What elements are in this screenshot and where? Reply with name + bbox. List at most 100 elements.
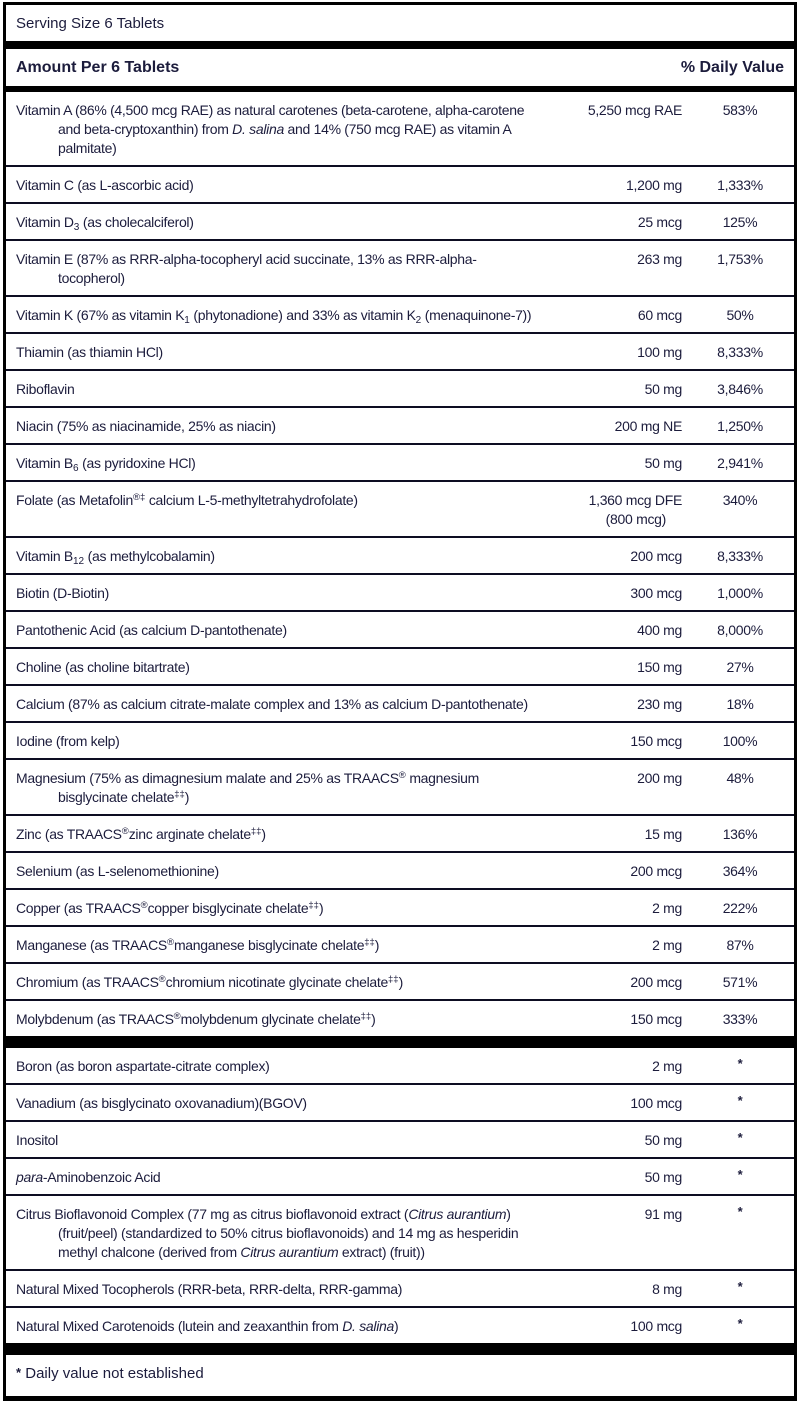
nutrient-amount: 200 mcg	[630, 548, 682, 564]
nutrient-daily-value: *	[737, 1093, 743, 1108]
nutrient-name: Vitamin B6 (as pyridoxine HCl)	[16, 455, 196, 474]
amount-column-header: Amount Per 6 Tablets	[16, 59, 180, 76]
nutrient-name: Iodine (from kelp)	[16, 733, 120, 749]
nutrient-daily-value: *	[737, 1167, 743, 1182]
nutrient-name: Natural Mixed Tocopherols (RRR-beta, RRR…	[16, 1281, 403, 1297]
daily-value-column-header: % Daily Value	[680, 59, 784, 76]
nutrient-amount: 1,200 mg	[626, 177, 682, 193]
nutrient-amount: 50 mg	[644, 1132, 683, 1148]
nutrient-row: Folate (as Metafolin®‡ calcium L-5-methy…	[6, 482, 794, 538]
nutrient-amount: 5,250 mcg RAE	[587, 102, 682, 118]
nutrient-daily-value: 50%	[726, 307, 754, 323]
nutrient-amount: 200 mcg	[630, 863, 682, 879]
nutrient-daily-value: *	[737, 1056, 743, 1071]
section-divider-mid	[6, 1036, 794, 1048]
nutrient-name: Copper (as TRAACS®copper bisglycinate ch…	[16, 900, 324, 916]
nutrient-daily-value: 1,333%	[717, 177, 763, 193]
nutrient-name: Selenium (as L-selenomethionine)	[16, 863, 219, 879]
nutrient-daily-value: 48%	[726, 770, 754, 786]
nutrient-daily-value: 2,941%	[717, 455, 763, 471]
nutrient-row: Copper (as TRAACS®copper bisglycinate ch…	[6, 890, 794, 927]
nutrient-amount: 200 mg NE	[614, 418, 683, 434]
nutrient-row: Thiamin (as thiamin HCl) 100 mg 8,333%	[6, 334, 794, 371]
nutrient-daily-value: *	[737, 1130, 743, 1145]
nutrient-name: Folate (as Metafolin®‡ calcium L-5-methy…	[16, 492, 358, 508]
nutrient-row: Manganese (as TRAACS®manganese bisglycin…	[6, 927, 794, 964]
nutrient-daily-value: *	[737, 1279, 743, 1294]
nutrient-amount: 150 mg	[637, 659, 682, 675]
nutrient-name: Manganese (as TRAACS®manganese bisglycin…	[16, 937, 380, 953]
nutrient-row: Vitamin K (67% as vitamin K1 (phytonadio…	[6, 297, 794, 334]
nutrient-name: Biotin (D-Biotin)	[16, 585, 109, 601]
nutrient-amount: 100 mcg	[630, 1095, 682, 1111]
nutrient-amount: 2 mg	[652, 900, 682, 916]
supplement-facts-label: Serving Size 6 Tablets Amount Per 6 Tabl…	[3, 2, 797, 1401]
nutrient-amount: 50 mg	[644, 1169, 683, 1185]
nutrient-name: Vitamin D3 (as cholecalciferol)	[16, 214, 194, 233]
nutrient-amount: 50 mg	[644, 381, 683, 397]
nutrient-name: Pantothenic Acid (as calcium D-pantothen…	[16, 622, 287, 638]
nutrient-row: Zinc (as TRAACS®zinc arginate chelate‡‡)…	[6, 816, 794, 853]
nutrient-row: Magnesium (75% as dimagnesium malate and…	[6, 760, 794, 816]
nutrient-amount: 2 mg	[652, 1058, 682, 1074]
nutrient-amount: 15 mg	[644, 826, 683, 842]
nutrient-daily-value: 27%	[726, 659, 754, 675]
nutrient-row: Biotin (D-Biotin) 300 mcg 1,000%	[6, 575, 794, 612]
nutrient-daily-value: 364%	[722, 863, 758, 879]
nutrient-row: Selenium (as L-selenomethionine) 200 mcg 3…	[6, 853, 794, 890]
nutrient-name: Magnesium (75% as dimagnesium malate and…	[16, 770, 479, 805]
nutrient-daily-value: 8,333%	[717, 548, 763, 564]
nutrient-daily-value: 3,846%	[717, 381, 763, 397]
nutrient-row: Choline (as choline bitartrate) 150 mg 27%	[6, 649, 794, 686]
nutrient-daily-value: 571%	[722, 974, 758, 990]
nutrient-amount: 100 mg	[637, 344, 682, 360]
nutrient-row: Molybdenum (as TRAACS®molybdenum glycina…	[6, 1001, 794, 1036]
nutrient-amount: 60 mcg	[637, 307, 682, 323]
nutrient-name: Calcium (87% as calcium citrate-malate c…	[16, 696, 528, 712]
nutrient-amount: 150 mcg	[630, 733, 682, 749]
nutrient-row: Citrus Bioflavonoid Complex (77 mg as ci…	[6, 1196, 794, 1271]
nutrient-daily-value: *	[737, 1316, 743, 1331]
table-header: Amount Per 6 Tablets % Daily Value	[6, 49, 794, 86]
nutrient-row: Pantothenic Acid (as calcium D-pantothen…	[6, 612, 794, 649]
nutrient-name: Chromium (as TRAACS®chromium nicotinate …	[16, 974, 403, 990]
nutrient-name: Thiamin (as thiamin HCl)	[16, 344, 163, 360]
nutrient-daily-value: 100%	[722, 733, 758, 749]
nutrient-amount: 1,360 mcg DFE (800 mcg)	[545, 491, 686, 529]
footnote-asterisk: *	[16, 1365, 22, 1380]
nutrient-daily-value: 8,333%	[717, 344, 763, 360]
nutrient-daily-value: 1,000%	[717, 585, 763, 601]
nutrient-name: Boron (as boron aspartate-citrate comple…	[16, 1058, 270, 1074]
nutrient-rows: Vitamin A (86% (4,500 mcg RAE) as natura…	[6, 92, 794, 1343]
nutrient-row: Vanadium (as bisglycinato oxovanadium)(B…	[6, 1085, 794, 1122]
nutrient-amount: 100 mcg	[630, 1318, 682, 1334]
nutrient-name: Vitamin K (67% as vitamin K1 (phytonadio…	[16, 307, 532, 326]
daily-value-footnote: * Daily value not established	[16, 1365, 204, 1382]
nutrient-amount: 400 mg	[637, 622, 682, 638]
nutrient-name: Niacin (75% as niacinamide, 25% as niaci…	[16, 418, 276, 434]
nutrient-daily-value: 1,250%	[717, 418, 763, 434]
nutrient-name: Citrus Bioflavonoid Complex (77 mg as ci…	[16, 1206, 519, 1260]
nutrient-daily-value: 333%	[722, 1011, 758, 1027]
nutrient-daily-value: 18%	[726, 696, 754, 712]
nutrient-daily-value: 340%	[722, 492, 758, 508]
nutrient-daily-value: 8,000%	[717, 622, 763, 638]
nutrient-name: Natural Mixed Carotenoids (lutein and ze…	[16, 1318, 399, 1334]
nutrient-row: Iodine (from kelp) 150 mcg 100%	[6, 723, 794, 760]
nutrient-amount: 25 mcg	[637, 214, 682, 230]
nutrient-row: Boron (as boron aspartate-citrate comple…	[6, 1048, 794, 1085]
nutrient-amount: 150 mcg	[630, 1011, 682, 1027]
nutrient-row: Vitamin C (as L-ascorbic acid) 1,200 mg 1,…	[6, 167, 794, 204]
nutrient-row: Calcium (87% as calcium citrate-malate c…	[6, 686, 794, 723]
nutrient-amount: 200 mcg	[630, 974, 682, 990]
nutrient-row: para-Aminobenzoic Acid 50 mg *	[6, 1159, 794, 1196]
section-divider-top	[6, 41, 794, 49]
nutrient-amount: 8 mg	[652, 1281, 682, 1297]
header-divider	[6, 86, 794, 92]
nutrient-row: Natural Mixed Carotenoids (lutein and ze…	[6, 1308, 794, 1343]
nutrient-name: Vitamin B12 (as methylcobalamin)	[16, 548, 215, 567]
nutrient-name: Vitamin E (87% as RRR-alpha-tocopheryl a…	[16, 251, 477, 286]
nutrient-name: Choline (as choline bitartrate)	[16, 659, 190, 675]
nutrient-daily-value: *	[737, 1204, 743, 1219]
nutrient-row: Riboflavin 50 mg 3,846%	[6, 371, 794, 408]
